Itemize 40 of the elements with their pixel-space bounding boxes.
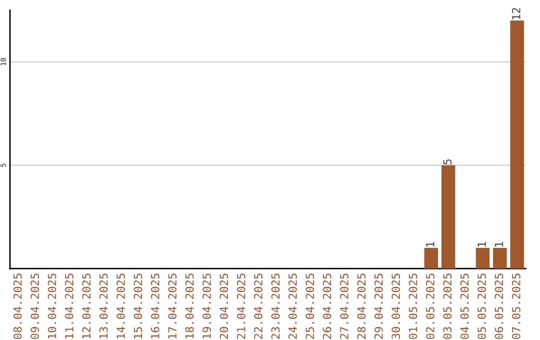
x-tick-label: 19.04.2025 (202, 274, 211, 338)
x-tick-label: 22.04.2025 (254, 274, 262, 339)
x-tick-label: 03.05.2025 (443, 274, 452, 339)
x-tick-label: 05.05.2025 (478, 274, 486, 339)
x-tick-label: 17.04.2025 (168, 274, 177, 338)
x-tick-label: 21.04.2025 (236, 274, 246, 339)
x-tick-label: 13.04.2025 (99, 274, 108, 338)
x-tick-label: 28.04.2025 (357, 274, 366, 339)
data-label: 1 (494, 242, 503, 247)
x-tick-label: 14.04.2025 (116, 274, 125, 338)
bar (424, 248, 438, 269)
x-tick-label: 23.04.2025 (271, 274, 280, 339)
data-label: 12 (512, 8, 520, 20)
x-tick-label: 24.04.2025 (288, 274, 297, 339)
x-tick-label: 10.04.2025 (48, 274, 56, 338)
x-tick-label: 27.04.2025 (340, 274, 348, 339)
x-tick-label: 11.04.2025 (65, 274, 74, 338)
x-tick-label: 25.04.2025 (306, 274, 314, 339)
bar (441, 165, 456, 269)
x-tick-label: 08.04.2025 (13, 274, 22, 339)
x-tick-label: 29.04.2025 (374, 274, 383, 339)
bar (493, 248, 507, 269)
x-tick-label: 20.04.2025 (220, 274, 228, 339)
data-label: 1 (426, 242, 434, 247)
x-tick-label: 26.04.2025 (322, 274, 332, 339)
x-tick-label: 18.04.2025 (185, 274, 194, 338)
x-tick-label: 16.04.2025 (150, 274, 160, 338)
bar (476, 248, 490, 269)
x-tick-label: 01.05.2025 (408, 274, 418, 339)
x-tick-label: 09.04.2025 (30, 274, 40, 339)
x-tick-label: 12.04.2025 (82, 274, 91, 338)
x-tick-label: 07.05.2025 (512, 274, 520, 339)
data-label: 5 (443, 159, 452, 164)
bar (510, 20, 524, 269)
x-tick-label: 15.04.2025 (134, 274, 142, 338)
x-tick-label: 30.04.2025 (392, 274, 400, 339)
x-tick-label: 04.05.2025 (460, 274, 469, 339)
data-label: 1 (478, 242, 486, 247)
x-tick-label: 02.05.2025 (426, 274, 434, 339)
x-tick-label: 06.05.2025 (494, 274, 504, 339)
